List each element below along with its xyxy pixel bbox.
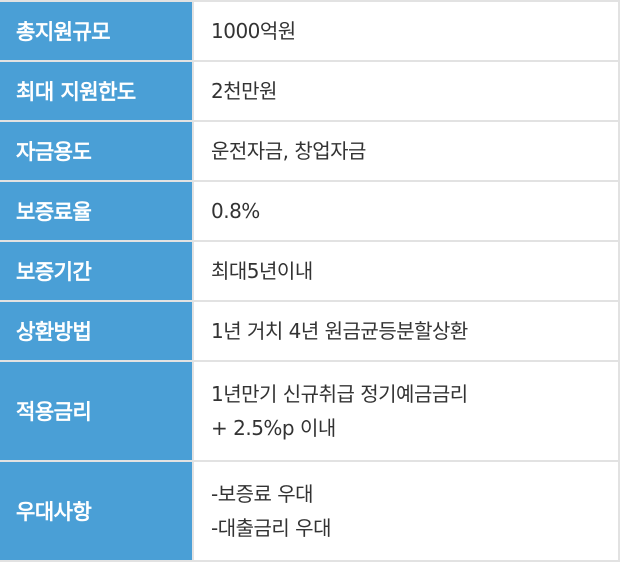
- row-value-preferential-terms: -보증료 우대 -대출금리 우대: [193, 461, 620, 562]
- table-row-preferential-terms: 우대사항 -보증료 우대 -대출금리 우대: [0, 461, 620, 562]
- table-row-max-limit: 최대 지원한도 2천만원: [0, 61, 620, 122]
- row-label-guarantee-period: 보증기간: [0, 241, 194, 302]
- table-row-total-scale: 총지원규모 1000억원: [0, 0, 620, 62]
- row-value-total-scale: 1000억원: [193, 0, 620, 62]
- table-row-guarantee-fee-rate: 보증료율 0.8%: [0, 181, 620, 242]
- value-line: + 2.5%p 이내: [211, 416, 336, 440]
- row-value-guarantee-period: 최대5년이내: [193, 241, 620, 302]
- value-line: 1년만기 신규취급 정기예금금리: [211, 382, 468, 406]
- row-label-fund-usage: 자금용도: [0, 121, 194, 182]
- value-line: 1년 거치 4년 원금균등분할상환: [211, 319, 468, 343]
- value-line: 운전자금, 창업자금: [211, 139, 366, 163]
- row-label-total-scale: 총지원규모: [0, 0, 194, 62]
- row-label-max-limit: 최대 지원한도: [0, 61, 194, 122]
- row-label-preferential-terms: 우대사항: [0, 461, 194, 562]
- table-row-fund-usage: 자금용도 운전자금, 창업자금: [0, 121, 620, 182]
- row-value-fund-usage: 운전자금, 창업자금: [193, 121, 620, 182]
- table-row-guarantee-period: 보증기간 최대5년이내: [0, 241, 620, 302]
- value-line: -대출금리 우대: [211, 516, 331, 540]
- value-line: 최대5년이내: [211, 259, 313, 283]
- row-label-guarantee-fee-rate: 보증료율: [0, 181, 194, 242]
- row-label-repayment-method: 상환방법: [0, 301, 194, 362]
- table-row-repayment-method: 상환방법 1년 거치 4년 원금균등분할상환: [0, 301, 620, 362]
- table-row-applied-interest-rate: 적용금리 1년만기 신규취급 정기예금금리 + 2.5%p 이내: [0, 361, 620, 462]
- value-line: 2천만원: [211, 79, 277, 103]
- value-line: -보증료 우대: [211, 482, 314, 506]
- value-line: 1000억원: [211, 19, 296, 43]
- row-value-applied-interest-rate: 1년만기 신규취급 정기예금금리 + 2.5%p 이내: [193, 361, 620, 462]
- value-line: 0.8%: [211, 199, 260, 223]
- row-value-repayment-method: 1년 거치 4년 원금균등분할상환: [193, 301, 620, 362]
- row-value-max-limit: 2천만원: [193, 61, 620, 122]
- row-label-applied-interest-rate: 적용금리: [0, 361, 194, 462]
- row-value-guarantee-fee-rate: 0.8%: [193, 181, 620, 242]
